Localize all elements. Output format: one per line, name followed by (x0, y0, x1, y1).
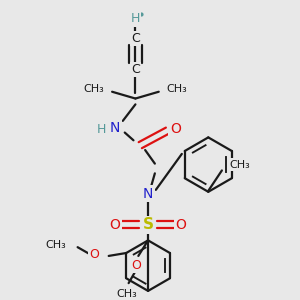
Text: S: S (142, 217, 154, 232)
Text: C: C (131, 63, 140, 76)
Text: O: O (89, 248, 99, 262)
Text: CH₃: CH₃ (230, 160, 250, 170)
Text: CH₃: CH₃ (84, 84, 104, 94)
Text: O: O (176, 218, 187, 232)
Text: N: N (110, 121, 120, 135)
Text: CH₃: CH₃ (167, 84, 187, 94)
Text: O: O (110, 218, 121, 232)
Text: C: C (131, 32, 140, 45)
Text: H: H (131, 12, 140, 26)
Text: N: N (143, 187, 153, 201)
Text: CH₃: CH₃ (45, 240, 66, 250)
Text: O: O (131, 259, 141, 272)
Text: O: O (170, 122, 181, 136)
Text: CH₃: CH₃ (116, 289, 137, 299)
Text: H: H (97, 123, 106, 136)
